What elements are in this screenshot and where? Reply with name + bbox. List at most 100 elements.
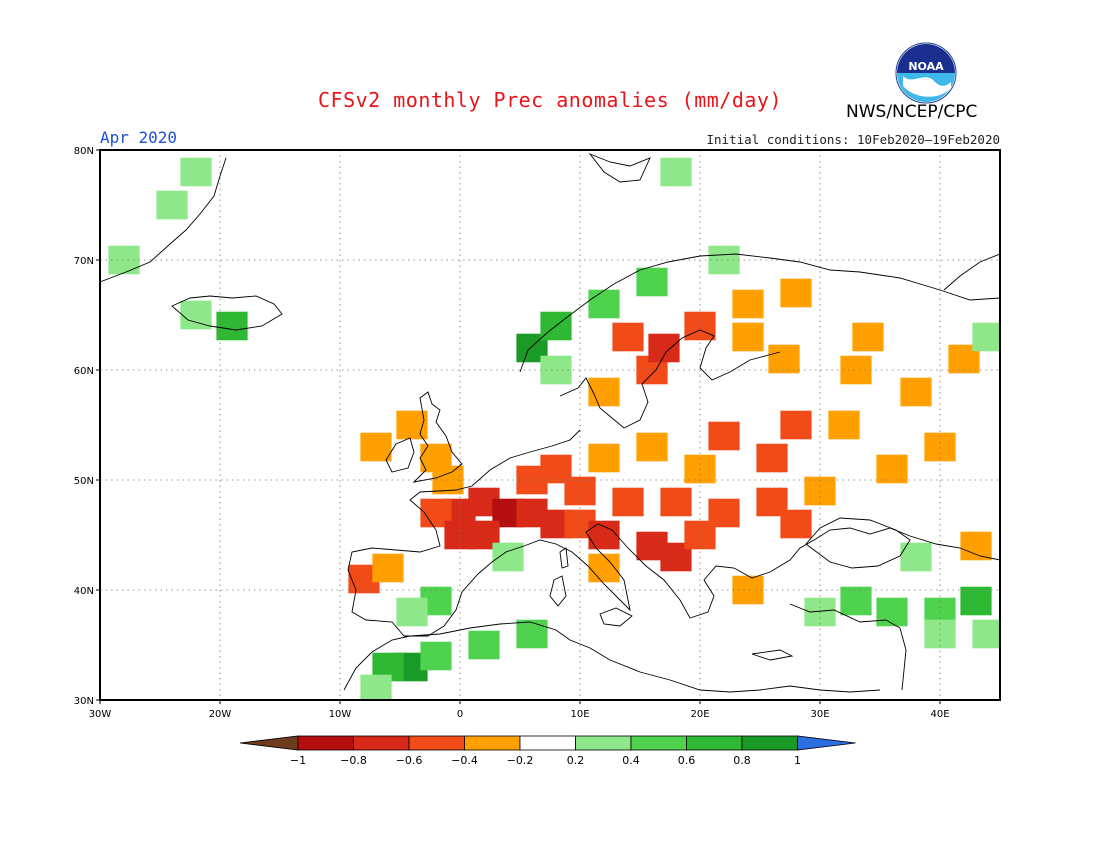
anomaly-cell: [840, 355, 872, 385]
logo-text: NOAA: [908, 60, 944, 73]
anomaly-cell: [960, 586, 992, 616]
forecast-month-label: Apr 2020: [100, 128, 178, 147]
anomaly-cell: [780, 278, 812, 308]
lon-label: 30E: [810, 709, 829, 720]
colorbar: [239, 735, 856, 751]
colorbar-label: −0.8: [340, 754, 367, 767]
map-background: [100, 150, 1000, 700]
anomaly-cell: [612, 322, 644, 352]
anomaly-cell: [648, 333, 680, 363]
anomaly-cell: [708, 245, 740, 275]
anomaly-field: [108, 157, 1000, 700]
lat-label: 60N: [74, 366, 94, 377]
colorbar-label: 0.6: [678, 754, 696, 767]
colorbar-label: −0.2: [507, 754, 534, 767]
colorbar-high-arrow: [797, 735, 856, 751]
anomaly-cell: [708, 421, 740, 451]
colorbar-low-arrow: [239, 735, 299, 751]
anomaly-cell: [588, 289, 620, 319]
chart-title: CFSv2 monthly Prec anomalies (mm/day): [317, 88, 783, 112]
anomaly-cell: [972, 619, 1000, 649]
anomaly-cell: [972, 322, 1000, 352]
anomaly-cell: [768, 344, 800, 374]
anomaly-cell: [900, 542, 932, 572]
anomaly-cell: [516, 465, 548, 495]
anomaly-cell: [732, 289, 764, 319]
colorbar-label: 0.4: [622, 754, 640, 767]
anomaly-cell: [180, 300, 212, 330]
colorbar-segment: [297, 735, 354, 751]
anomaly-cell: [612, 487, 644, 517]
colorbar-segment: [630, 735, 687, 751]
anomaly-cell: [660, 487, 692, 517]
anomaly-cell: [708, 498, 740, 528]
lon-label: 0: [457, 709, 463, 720]
anomaly-cell: [660, 157, 692, 187]
anomaly-cell: [420, 641, 452, 671]
lat-label: 70N: [74, 256, 94, 267]
anomaly-cell: [156, 190, 188, 220]
initial-conditions-label: Initial conditions: 10Feb2020–19Feb2020: [706, 132, 1001, 147]
anomaly-cell: [468, 630, 500, 660]
anomaly-cell: [732, 575, 764, 605]
colorbar-label: 1: [794, 754, 801, 767]
anomaly-cell: [492, 542, 524, 572]
lat-label: 30N: [74, 696, 94, 707]
anomaly-cell: [588, 443, 620, 473]
lon-label: 40E: [930, 709, 949, 720]
anomaly-cell: [636, 432, 668, 462]
anomaly-cell: [636, 267, 668, 297]
anomaly-cell: [840, 586, 872, 616]
anomaly-cell: [588, 520, 620, 550]
lon-label: 20E: [690, 709, 709, 720]
anomaly-cell: [216, 311, 248, 341]
lat-label: 50N: [74, 476, 94, 487]
colorbar-label: 0.2: [567, 754, 585, 767]
lon-label: 10E: [570, 709, 589, 720]
noaa-logo-icon: NOAA: [895, 42, 957, 104]
anomaly-cell: [180, 157, 212, 187]
colorbar-segment: [741, 735, 798, 751]
anomaly-cell: [852, 322, 884, 352]
anomaly-cell: [756, 443, 788, 473]
anomaly-cell: [372, 553, 404, 583]
anomaly-cell: [732, 322, 764, 352]
colorbar-segment: [519, 735, 576, 751]
anomaly-cell: [540, 355, 572, 385]
colorbar-label: −1: [290, 754, 306, 767]
anomaly-cell: [588, 377, 620, 407]
map-frame: [99, 149, 1001, 701]
lon-label: 30W: [89, 709, 112, 720]
anomaly-cell: [516, 619, 548, 649]
anomaly-cell: [828, 410, 860, 440]
lon-label: 20W: [209, 709, 232, 720]
longitude-labels: 30W 20W 10W 0 10E 20E 30E 40E: [89, 700, 950, 720]
anomaly-cell: [780, 509, 812, 539]
colorbar-label: −0.6: [396, 754, 423, 767]
anomaly-cell: [360, 674, 392, 700]
colorbar-label: −0.4: [451, 754, 478, 767]
anomaly-cell: [876, 454, 908, 484]
anomaly-cell: [360, 432, 392, 462]
lat-label: 80N: [74, 146, 94, 157]
colorbar-segment: [464, 735, 521, 751]
lat-label: 40N: [74, 586, 94, 597]
colorbar-segment: [575, 735, 632, 751]
anomaly-cell: [108, 245, 140, 275]
coastlines: [100, 152, 1000, 693]
anomaly-cell: [960, 531, 992, 561]
anomaly-cell: [780, 410, 812, 440]
colorbar-segment: [353, 735, 410, 751]
anomaly-cell: [900, 377, 932, 407]
graticule: [100, 150, 1000, 700]
colorbar-segment: [686, 735, 743, 751]
colorbar-label: 0.8: [733, 754, 751, 767]
agency-label: NWS/NCEP/CPC: [846, 102, 978, 122]
latitude-labels: 80N 70N 60N 50N 40N 30N: [74, 146, 100, 707]
lon-label: 10W: [329, 709, 352, 720]
colorbar-labels: −1 −0.8 −0.6 −0.4 −0.2 0.2 0.4 0.6 0.8 1: [290, 754, 801, 767]
anomaly-cell: [876, 597, 908, 627]
anomaly-cell: [396, 597, 428, 627]
colorbar-segment: [408, 735, 465, 751]
